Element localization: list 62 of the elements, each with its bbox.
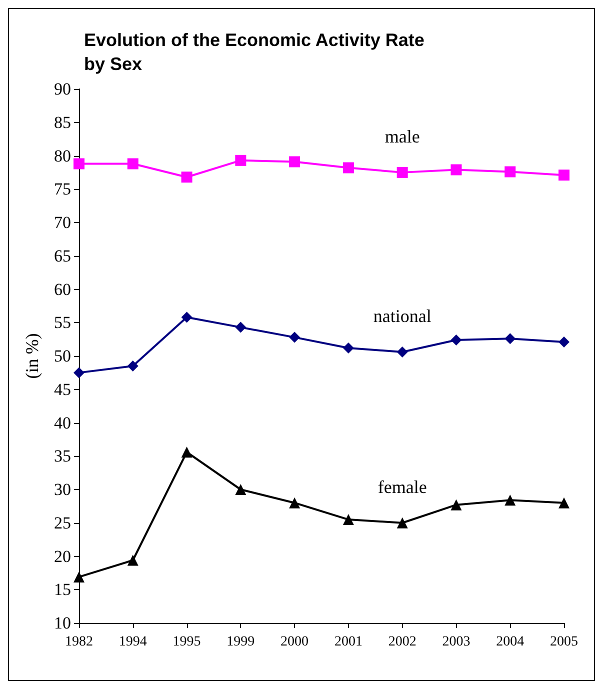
point: [396, 517, 408, 528]
point: [558, 336, 570, 348]
y-tick-label: 45: [54, 380, 71, 399]
point: [127, 158, 138, 170]
y-tick-label: 25: [54, 513, 71, 532]
point: [342, 162, 354, 174]
point: [504, 166, 516, 178]
point: [342, 342, 354, 354]
point: [74, 158, 84, 170]
y-tick-label: 15: [54, 580, 71, 600]
point: [558, 497, 570, 508]
y-tick-label: 20: [54, 546, 71, 566]
y-axis-title: (in %): [22, 333, 42, 379]
point: [289, 497, 300, 508]
point: [181, 172, 192, 183]
chart-title: Evolution of the Economic Activity Rate by Sex: [84, 30, 424, 74]
point: [181, 446, 192, 458]
x-tick-label: 1994: [118, 634, 147, 650]
series-label: national: [373, 306, 432, 326]
y-tick-label: 70: [54, 213, 71, 232]
point: [504, 494, 516, 506]
point: [558, 170, 570, 181]
y-tick-label: 60: [54, 280, 71, 299]
x-tick-label: 2001: [334, 634, 362, 650]
point: [504, 333, 516, 344]
y-tick-label: 10: [54, 614, 71, 632]
x-tick-label: 1995: [172, 634, 201, 650]
point: [396, 346, 408, 358]
point: [181, 312, 192, 323]
y-tick-label: 30: [54, 480, 71, 499]
point: [450, 499, 462, 510]
x-tick-label: 2003: [442, 634, 470, 650]
x-tick-label: 1982: [65, 634, 93, 650]
point: [289, 332, 300, 343]
y-tick-label: 90: [54, 80, 71, 98]
point: [235, 154, 246, 166]
y-tick-label: 85: [54, 112, 71, 132]
point: [235, 484, 246, 495]
point: [396, 166, 408, 178]
x-tick-label: 1999: [226, 634, 255, 650]
series-label: male: [384, 126, 420, 146]
point: [74, 571, 84, 582]
point: [235, 322, 246, 333]
point: [342, 514, 354, 526]
y-tick-label: 35: [54, 446, 71, 466]
series-label: female: [378, 476, 427, 497]
point: [127, 360, 138, 372]
y-tick-label: 55: [54, 313, 71, 332]
point: [74, 367, 84, 378]
point: [450, 334, 462, 346]
y-tick-label: 40: [54, 413, 71, 432]
point: [450, 164, 462, 176]
y-tick-label: 75: [54, 180, 71, 199]
y-tick-label: 80: [54, 146, 71, 166]
x-tick-label: 2004: [496, 634, 524, 650]
y-tick-label: 50: [54, 346, 71, 366]
point: [127, 554, 138, 566]
y-tick-label: 65: [54, 246, 71, 266]
point: [289, 156, 300, 168]
x-tick-label: 2005: [550, 634, 578, 650]
x-tick-label: 2002: [388, 634, 416, 650]
x-tick-label: 2000: [280, 634, 309, 650]
